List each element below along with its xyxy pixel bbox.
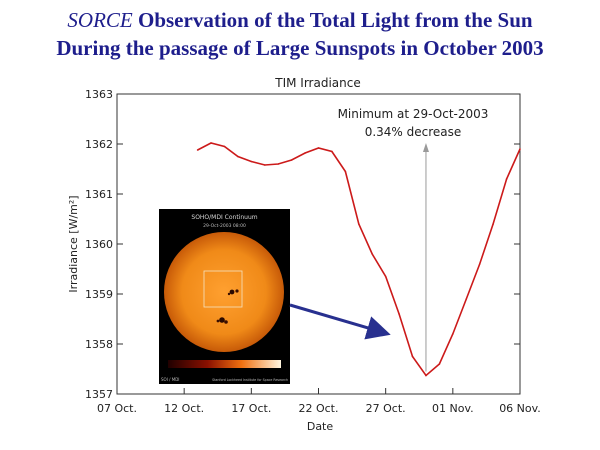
sorce-label: SORCE: [67, 8, 133, 32]
data-point: [398, 313, 400, 315]
data-point: [290, 159, 293, 161]
x-tick-label: 22 Oct.: [298, 402, 338, 415]
data-point: [223, 145, 226, 148]
data-point: [250, 160, 253, 163]
data-point: [384, 275, 387, 278]
data-point: [344, 170, 347, 173]
sunspot-box: [203, 270, 243, 308]
data-point: [478, 263, 481, 265]
x-tick-label: 12 Oct.: [164, 402, 204, 415]
data-point: [358, 223, 360, 225]
annotation-decrease: 0.34% decrease: [365, 125, 462, 139]
data-point: [505, 178, 508, 180]
y-tick-label: 1357: [85, 388, 113, 401]
data-point: [196, 149, 199, 151]
y-axis: 1357 1358 1359 1360 1361 1362 1363: [85, 88, 520, 401]
x-tick-label: 27 Oct.: [366, 402, 406, 415]
y-axis-label: Irradiance [W/m²]: [67, 195, 80, 292]
data-point: [425, 374, 427, 377]
sun-image-inset: SOHO/MDI Continuum 29-Oct-2003 08:00 SOI…: [159, 209, 290, 384]
data-point: [237, 155, 239, 158]
data-point: [304, 152, 306, 154]
y-tick-label: 1363: [85, 88, 113, 101]
data-point: [331, 150, 333, 153]
chart-heading-line-1: SORCE Observation of the Total Light fro…: [0, 7, 600, 33]
inset-footer-left: SOI / MDI: [161, 377, 179, 382]
heading-line-1-text: Observation of the Total Light from the …: [132, 8, 533, 32]
y-tick-label: 1362: [85, 138, 113, 151]
y-tick-label: 1359: [85, 288, 113, 301]
inset-footer-right: Stanford Lockheed Institute for Space Re…: [212, 378, 288, 382]
chart-heading-line-2: During the passage of Large Sunspots in …: [56, 36, 544, 60]
inset-color-bar: [168, 360, 281, 368]
data-point: [519, 148, 521, 150]
data-point: [411, 355, 414, 358]
data-point: [263, 164, 266, 166]
chart-title: TIM Irradiance: [274, 76, 360, 90]
data-point: [438, 363, 441, 365]
series-points: [196, 142, 521, 377]
sunspot-group-1: [227, 289, 239, 296]
sunspot-group-2: [216, 317, 228, 324]
y-tick-label: 1358: [85, 338, 113, 351]
y-tick-label: 1360: [85, 238, 113, 251]
data-point: [371, 253, 374, 255]
x-axis: 07 Oct. 12 Oct. 17 Oct. 22 Oct. 27 Oct. 01 No…: [97, 388, 541, 415]
pointer-arrow: [289, 303, 391, 340]
sun-disk: [164, 232, 284, 352]
x-tick-label: 17 Oct.: [231, 402, 271, 415]
data-point: [277, 163, 280, 165]
x-tick-label: 07 Oct.: [97, 402, 137, 415]
data-point: [452, 333, 454, 335]
annotation-minimum: Minimum at 29-Oct-2003: [338, 107, 489, 121]
y-tick-label: 1361: [85, 188, 113, 201]
inset-date: 29-Oct-2003 08:00: [203, 223, 246, 229]
data-point: [465, 298, 468, 300]
data-point: [492, 223, 494, 225]
x-tick-label: 06 Nov.: [499, 402, 541, 415]
inset-title: SOHO/MDI Continuum: [191, 214, 257, 221]
data-point: [210, 142, 212, 144]
x-tick-label: 01 Nov.: [432, 402, 474, 415]
x-axis-label: Date: [307, 420, 334, 433]
data-point: [317, 147, 320, 149]
minimum-marker-arrowhead: [422, 143, 429, 152]
